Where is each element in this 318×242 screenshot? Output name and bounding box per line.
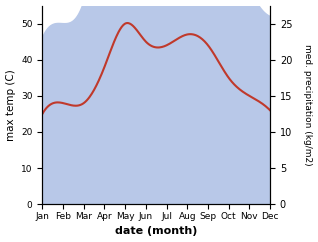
X-axis label: date (month): date (month) — [115, 227, 197, 236]
Y-axis label: med. precipitation (kg/m2): med. precipitation (kg/m2) — [303, 44, 313, 166]
Y-axis label: max temp (C): max temp (C) — [5, 69, 16, 141]
